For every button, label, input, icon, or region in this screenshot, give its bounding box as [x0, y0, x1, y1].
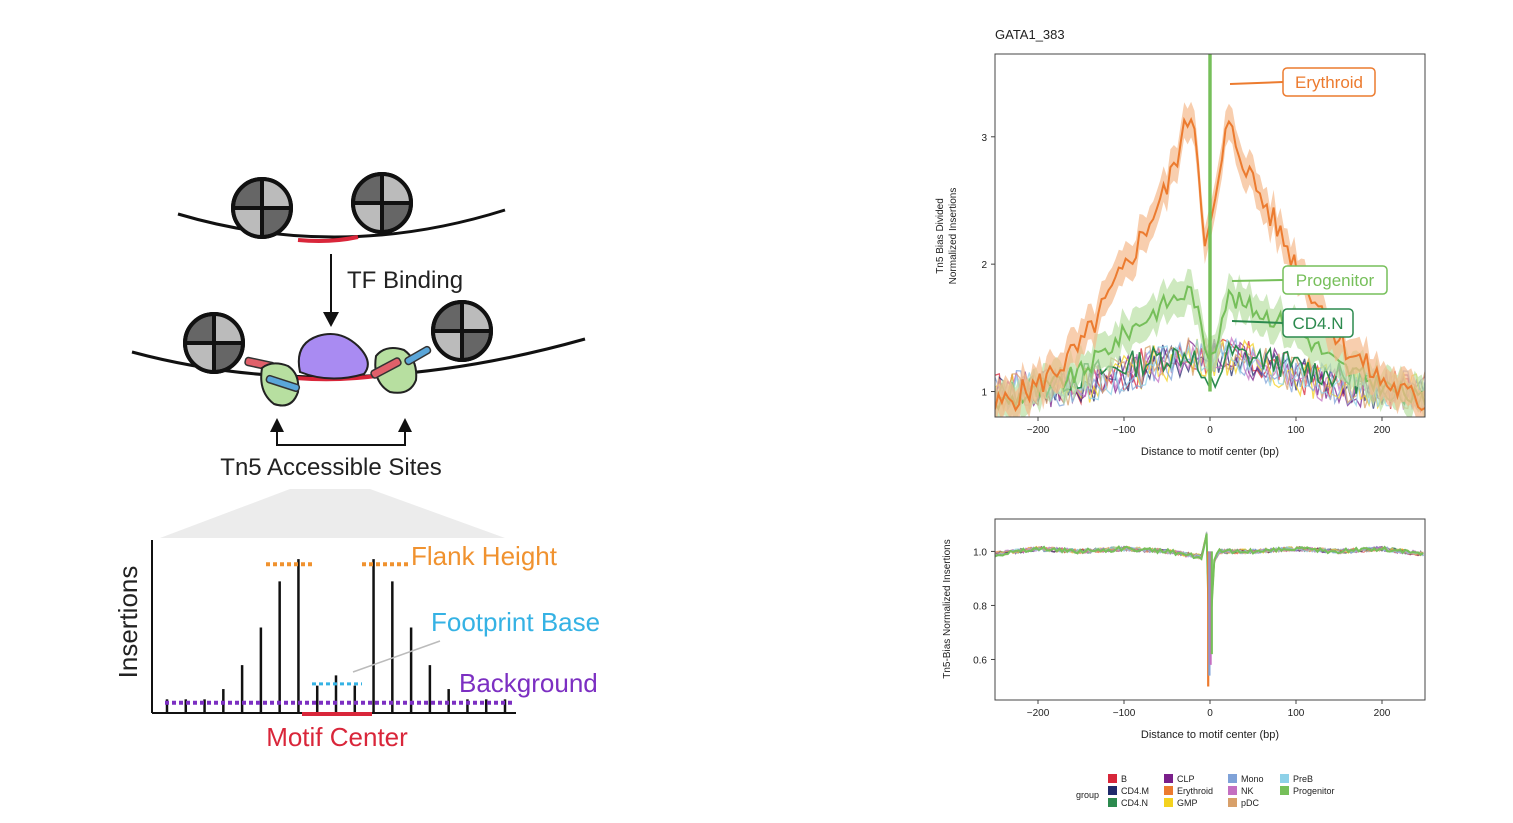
bottom-y-ticks: 0.6 0.8 1.0: [973, 547, 995, 666]
nucleosome-icon: [183, 312, 245, 374]
y-tick-label: 2: [981, 260, 987, 271]
top-x-ticks: −200 −100 0 100 200: [1027, 417, 1391, 436]
y-tick-label: 1.0: [973, 547, 987, 558]
y-tick-label: 3: [981, 133, 987, 144]
legend-label: pDC: [1241, 798, 1260, 808]
legend-label: NK: [1241, 786, 1254, 796]
bottom-chart: −200 −100 0 100 200 0.6 0.8 1.0 Distance to mo…: [942, 518, 1426, 741]
legend-label: Progenitor: [1293, 786, 1335, 796]
tn5-transposase-left-icon: [244, 356, 301, 407]
chart-title: GATA1_383: [995, 27, 1065, 42]
legend-swatch: [1280, 786, 1289, 795]
y-tick-label: 1: [981, 388, 987, 399]
x-tick-label: −100: [1113, 708, 1136, 719]
top-y-axis-label-line2: Normalized Insertions: [948, 188, 959, 285]
legend-swatch: [1108, 774, 1117, 783]
legend-swatch: [1228, 798, 1237, 807]
cd4n-callout-box: [1282, 308, 1354, 338]
progenitor-callout-line: [1231, 279, 1284, 282]
background-label: Background: [459, 668, 598, 698]
y-tick-label: 0.6: [973, 655, 987, 666]
legend-swatch: [1228, 786, 1237, 795]
confidence-band-erythroid: [995, 101, 1425, 417]
legend-label: GMP: [1177, 798, 1198, 808]
progenitor-callout-box: [1282, 265, 1388, 295]
tf-binding-schematic: TF Binding: [113, 172, 600, 752]
nucleosome-icon: [351, 172, 413, 234]
progenitor-callout-label: Progenitor: [1296, 271, 1375, 290]
legend-label: PreB: [1293, 774, 1313, 784]
tn5-transposase-right-icon: [370, 345, 432, 394]
legend-label: CD4.N: [1121, 798, 1148, 808]
x-tick-label: 200: [1374, 425, 1391, 436]
top-y-ticks: 1 2 3: [981, 133, 995, 399]
legend-label: B: [1121, 774, 1127, 784]
x-tick-label: 0: [1207, 708, 1213, 719]
bottom-series-group: [995, 531, 1424, 687]
insertions-axis-label: Insertions: [113, 566, 143, 679]
legend-swatch: [1108, 798, 1117, 807]
top-y-axis-label-line1: Tn5 Bias Divided: [935, 198, 946, 274]
x-tick-label: 200: [1374, 708, 1391, 719]
erythroid-callout-box: [1282, 67, 1376, 97]
legend-title: group: [1076, 790, 1099, 800]
arrow-up-icon: [398, 418, 412, 432]
footprint-base-label: Footprint Base: [431, 607, 600, 637]
x-tick-label: −200: [1027, 708, 1050, 719]
arrow-up-icon: [270, 418, 284, 432]
legend-items: B CD4.M CD4.N CLP Erythroid GMP Mono NK pDC PreB P…: [1108, 774, 1335, 808]
legend-swatch: [1280, 774, 1289, 783]
transcription-factor-icon: [297, 333, 369, 380]
top-chart: GATA1_383 −200 −100 0 100 200 1 2 3 Distance t…: [935, 27, 1426, 458]
legend-swatch: [1164, 786, 1173, 795]
top-plot-area: [995, 54, 1425, 417]
legend-label: Mono: [1241, 774, 1264, 784]
bottom-plot-area: [995, 531, 1424, 687]
legend-swatch: [1228, 774, 1237, 783]
tn5-accessible-sites-label: Tn5 Accessible Sites: [220, 454, 441, 481]
legend-swatch: [1164, 774, 1173, 783]
nucleosome-icon: [231, 177, 293, 239]
top-x-axis-label: Distance to motif center (bp): [1141, 446, 1279, 458]
x-tick-label: 100: [1288, 425, 1305, 436]
motif-center-label: Motif Center: [266, 722, 408, 752]
top-series-group: [995, 54, 1425, 417]
insertions-histogram: [151, 540, 516, 716]
legend-swatch: [1108, 786, 1117, 795]
erythroid-callout-line: [1229, 81, 1284, 85]
dna-strand-top: [177, 208, 506, 239]
nucleosome-icon: [431, 300, 493, 362]
zoom-cone: [160, 489, 505, 538]
y-tick-label: 0.8: [973, 601, 987, 612]
motif-segment-top: [297, 235, 359, 243]
erythroid-callout-label: Erythroid: [1295, 73, 1363, 92]
bottom-x-ticks: −200 −100 0 100 200: [1027, 700, 1391, 719]
bottom-y-axis-label: Tn5-Bias Normalized Insertions: [942, 539, 953, 679]
cd4n-callout-label: CD4.N: [1292, 314, 1343, 333]
footprint-leader-line: [352, 640, 441, 673]
cd4n-callout-line: [1231, 320, 1284, 324]
accessible-sites-bracket: [276, 428, 406, 446]
x-tick-label: −200: [1027, 425, 1050, 436]
group-legend: group B CD4.M CD4.N CLP Erythroid GMP Mono NK pD…: [1076, 774, 1335, 808]
arrow-down-icon: [323, 312, 339, 327]
legend-label: Erythroid: [1177, 786, 1213, 796]
bottom-x-axis-label: Distance to motif center (bp): [1141, 729, 1279, 741]
flank-height-label: Flank Height: [411, 541, 558, 571]
legend-label: CLP: [1177, 774, 1195, 784]
tf-binding-label: TF Binding: [347, 267, 463, 294]
legend-swatch: [1164, 798, 1173, 807]
x-tick-label: 0: [1207, 425, 1213, 436]
legend-label: CD4.M: [1121, 786, 1149, 796]
center-spike: [1208, 54, 1212, 392]
x-tick-label: 100: [1288, 708, 1305, 719]
x-tick-label: −100: [1113, 425, 1136, 436]
